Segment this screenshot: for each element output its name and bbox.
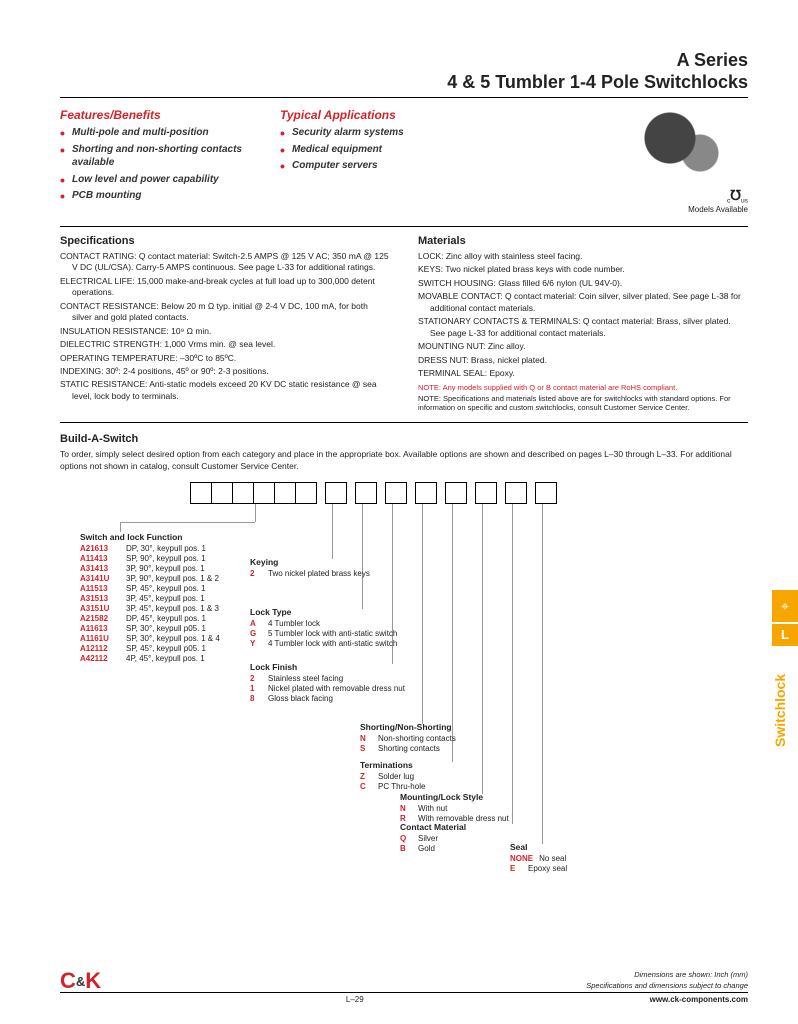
tab-icon: ⌖ [772, 590, 798, 622]
specs-heading: Specifications [60, 235, 390, 247]
list-item: Medical equipment [280, 143, 450, 157]
option-row: G5 Tumbler lock with anti-static switch [250, 629, 397, 639]
list-item: Security alarm systems [280, 126, 450, 140]
spec-line: INSULATION RESISTANCE: 10⁹ Ω min. [60, 326, 390, 337]
option-row: CPC Thru-hole [360, 782, 425, 792]
spec-line: MOVABLE CONTACT: Q contact material: Coi… [418, 291, 748, 314]
build-a-switch-diagram: Switch and lock Function A21613DP, 30°, … [60, 482, 748, 862]
option-row: A421124P, 45°, keypull pos. 1 [80, 654, 220, 664]
seal-options: Seal NONENo sealEEpoxy seal [510, 842, 567, 874]
keying-options: Keying 2Two nickel plated brass keys [250, 557, 370, 579]
materials-heading: Materials [418, 235, 748, 247]
features-heading: Features/Benefits [60, 108, 260, 122]
spec-line: OPERATING TEMPERATURE: –30ºC to 85ºC. [60, 353, 390, 364]
product-photo [628, 108, 748, 183]
tab-letter: L [772, 624, 798, 646]
specs-body: CONTACT RATING: Q contact material: Swit… [60, 251, 390, 403]
option-row: 8Gloss black facing [250, 694, 405, 704]
option-row: NWith nut [400, 804, 509, 814]
title-line2: 4 & 5 Tumbler 1-4 Pole Switchlocks [60, 72, 748, 94]
applications-heading: Typical Applications [280, 108, 450, 122]
spec-line: STATIONARY CONTACTS & TERMINALS: Q conta… [418, 316, 748, 339]
spec-line: STATIC RESISTANCE: Anti-static models ex… [60, 379, 390, 402]
features-list: Multi-pole and multi-position Shorting an… [60, 126, 260, 203]
spec-line: TERMINAL SEAL: Epoxy. [418, 368, 748, 379]
mid-rule-2 [60, 422, 748, 423]
option-row: A3141U3P, 90°, keypull pos. 1 & 2 [80, 574, 220, 584]
termination-options: Terminations ZSolder lugCPC Thru-hole [360, 760, 425, 792]
option-row: A1161USP, 30°, keypull pos. 1 & 4 [80, 634, 220, 644]
build-heading: Build-A-Switch [60, 433, 748, 445]
option-row: BGold [400, 844, 466, 854]
spec-line: KEYS: Two nickel plated brass keys with … [418, 264, 748, 275]
option-row: EEpoxy seal [510, 864, 567, 874]
mounting-options: Mounting/Lock Style NWith nutRWith remov… [400, 792, 509, 824]
dimension-note: Dimensions are shown: Inch (mm) [60, 970, 748, 979]
tab-label: Switchlock [772, 650, 788, 770]
applications-list: Security alarm systems Medical equipment C… [280, 126, 450, 173]
option-row: 2Two nickel plated brass keys [250, 569, 370, 579]
option-row: A11413SP, 90°, keypull pos. 1 [80, 554, 220, 564]
option-row: A21613DP, 30°, keypull pos. 1 [80, 544, 220, 554]
option-row: A3151U3P, 45°, keypull pos. 1 & 3 [80, 604, 220, 614]
option-row: QSilver [400, 834, 466, 844]
materials-body: LOCK: Zinc alloy with stainless steel fa… [418, 251, 748, 380]
spec-line: LOCK: Zinc alloy with stainless steel fa… [418, 251, 748, 262]
materials-note: NOTE: Specifications and materials liste… [418, 394, 748, 412]
rohs-note: NOTE: Any models supplied with Q or B co… [418, 383, 748, 392]
option-row: A4 Tumbler lock [250, 619, 397, 629]
ck-logo: C&K [60, 968, 101, 994]
spec-line: SWITCH HOUSING: Glass filled 6/6 nylon (… [418, 278, 748, 289]
spec-line: DIELECTRIC STRENGTH: 1,000 Vrms min. @ s… [60, 339, 390, 350]
page-number: L–29 [346, 995, 364, 1004]
option-row: A21582DP, 45°, keypull pos. 1 [80, 614, 220, 624]
option-row: Y4 Tumbler lock with anti-static switch [250, 639, 397, 649]
option-row: ZSolder lug [360, 772, 425, 782]
option-row: A12112SP, 45°, keypull p05. 1 [80, 644, 220, 654]
list-item: PCB mounting [60, 189, 260, 203]
list-item: Low level and power capability [60, 173, 260, 187]
spec-line: CONTACT RESISTANCE: Below 20 m Ω typ. in… [60, 301, 390, 324]
list-item: Computer servers [280, 159, 450, 173]
part-number-boxes [190, 482, 557, 504]
option-row: A11613SP, 30°, keypull p05. 1 [80, 624, 220, 634]
spec-line: DRESS NUT: Brass, nickel plated. [418, 355, 748, 366]
lock-finish-options: Lock Finish 2Stainless steel facing1Nick… [250, 662, 405, 704]
option-row: A315133P, 45°, keypull pos. 1 [80, 594, 220, 604]
option-row: 2Stainless steel facing [250, 674, 405, 684]
option-row: 1Nickel plated with removable dress nut [250, 684, 405, 694]
shorting-options: Shorting/Non-Shorting NNon-shorting cont… [360, 722, 456, 754]
ul-mark: c℧usModels Available [688, 187, 748, 214]
title-line1: A Series [60, 50, 748, 72]
spec-line: MOUNTING NUT: Zinc alloy. [418, 341, 748, 352]
option-row: A314133P, 90°, keypull pos. 1 [80, 564, 220, 574]
switch-function-options: Switch and lock Function A21613DP, 30°, … [80, 532, 220, 664]
option-row: A11513SP, 45°, keypull pos. 1 [80, 584, 220, 594]
spec-line: ELECTRICAL LIFE: 15,000 make-and-break c… [60, 276, 390, 299]
change-note: Specifications and dimensions subject to… [60, 981, 748, 990]
spec-line: CONTACT RATING: Q contact material: Swit… [60, 251, 390, 274]
build-intro: To order, simply select desired option f… [60, 449, 748, 471]
website-url: www.ck-components.com [650, 995, 748, 1004]
contact-material-options: Contact Material QSilverBGold [400, 822, 466, 854]
lock-type-options: Lock Type A4 Tumbler lockG5 Tumbler lock… [250, 607, 397, 649]
option-row: NNon-shorting contacts [360, 734, 456, 744]
list-item: Shorting and non-shorting contacts avail… [60, 143, 260, 170]
section-tab: ⌖ L Switchlock [772, 590, 798, 790]
list-item: Multi-pole and multi-position [60, 126, 260, 140]
option-row: NONENo seal [510, 854, 567, 864]
option-row: SShorting contacts [360, 744, 456, 754]
spec-line: INDEXING: 30º: 2-4 positions, 45º or 90º… [60, 366, 390, 377]
top-rule [60, 97, 748, 98]
mid-rule-1 [60, 226, 748, 227]
